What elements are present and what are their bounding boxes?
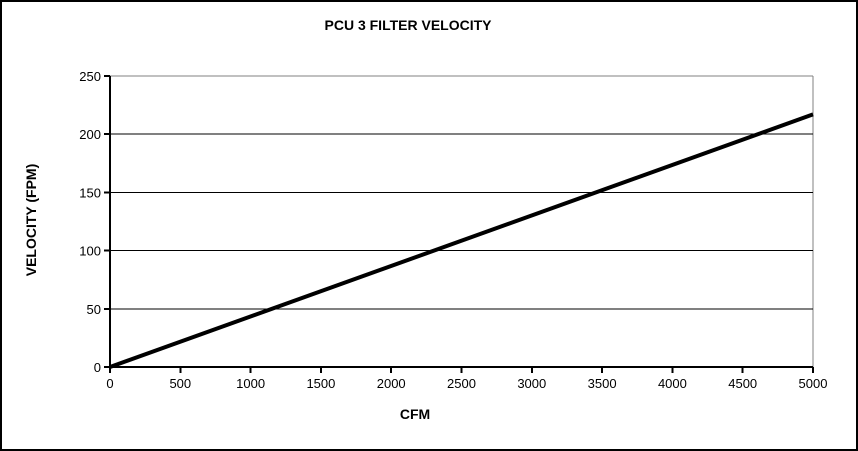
y-tick-label-50: 50	[87, 302, 101, 317]
x-tick-label-1500: 1500	[306, 376, 335, 391]
y-tick-label-250: 250	[79, 69, 101, 84]
x-tick-label-1000: 1000	[236, 376, 265, 391]
y-tick-label-100: 100	[79, 244, 101, 259]
x-tick-label-500: 500	[169, 376, 191, 391]
x-tick-label-2500: 2500	[447, 376, 476, 391]
y-tick-label-0: 0	[94, 360, 101, 375]
x-axis-title: CFM	[399, 406, 431, 422]
data-line-PCU 3 filter velocity	[109, 112, 814, 369]
x-tick-label-0: 0	[106, 376, 113, 391]
x-tick-label-3000: 3000	[517, 376, 546, 391]
chart-title: PCU 3 FILTER VELOCITY	[324, 17, 492, 33]
y-tick-label-150: 150	[79, 185, 101, 200]
x-tick-label-3500: 3500	[588, 376, 617, 391]
x-tick-label-4000: 4000	[658, 376, 687, 391]
y-tick-label-200: 200	[79, 127, 101, 142]
x-tick-label-2000: 2000	[377, 376, 406, 391]
x-tick-label-4500: 4500	[728, 376, 757, 391]
x-tick-label-5000: 5000	[799, 376, 828, 391]
